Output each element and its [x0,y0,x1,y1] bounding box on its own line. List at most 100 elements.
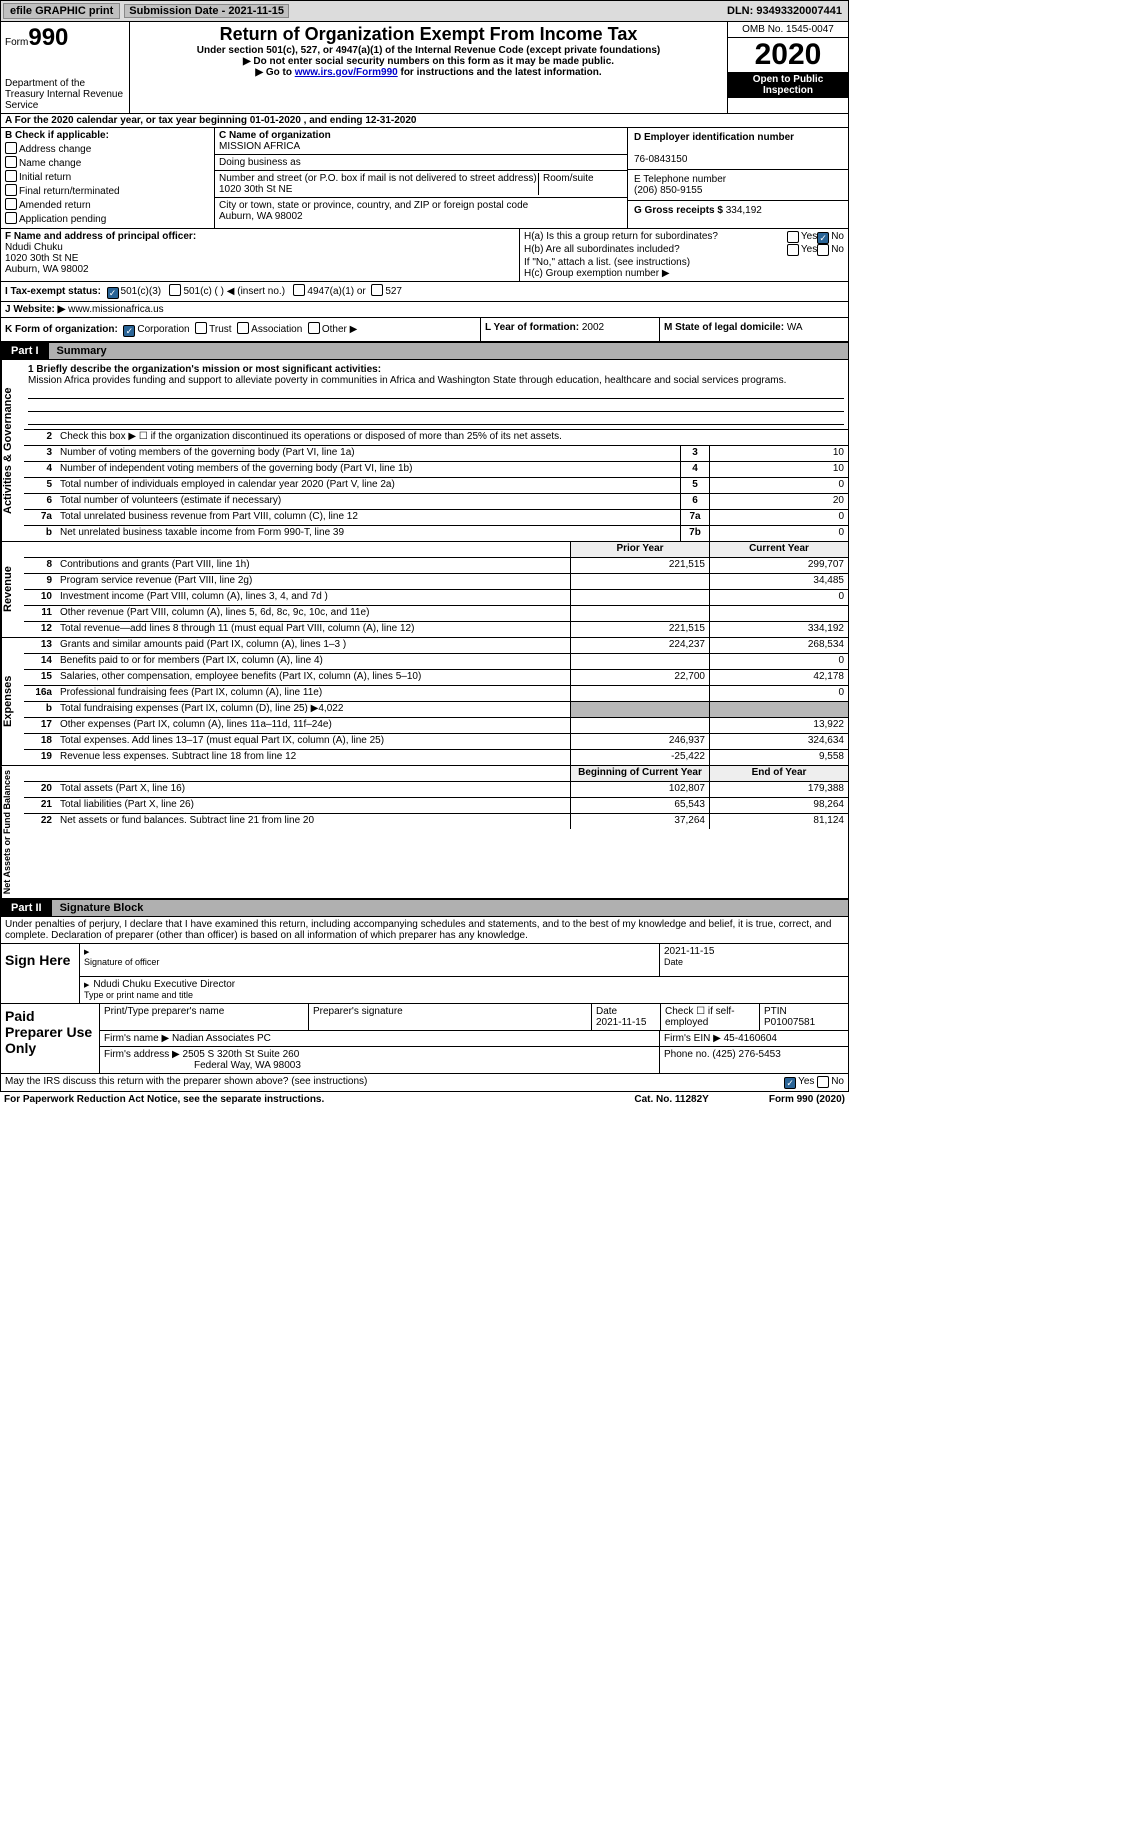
v4: 10 [709,462,848,477]
dln: DLN: 93493320007441 [721,5,848,17]
c21: 98,264 [709,798,848,813]
lbl-app-pending: Application pending [19,214,106,225]
line16b: Total fundraising expenses (Part IX, col… [56,702,570,717]
p19: -25,422 [570,750,709,765]
n4: 4 [24,462,56,477]
p22: 37,264 [570,814,709,829]
cb-501c[interactable] [169,286,183,297]
c19: 9,558 [709,750,848,765]
cb-name-change[interactable] [5,158,19,169]
n15: 15 [24,670,56,685]
form-subtitle-1: Under section 501(c), 527, or 4947(a)(1)… [136,45,721,56]
n11: 11 [24,606,56,621]
lbl-assoc: Association [251,324,302,335]
c6: 6 [680,494,709,509]
cb-4947[interactable] [293,286,307,297]
cb-527[interactable] [371,286,385,297]
cb-app-pending[interactable] [5,214,19,225]
p16a [570,686,709,701]
state-domicile: WA [787,322,803,333]
efile-print-button[interactable]: efile GRAPHIC print [3,3,120,19]
line4: Number of independent voting members of … [56,462,680,477]
c4: 4 [680,462,709,477]
hc-label: H(c) Group exemption number ▶ [524,268,844,279]
c17: 13,922 [709,718,848,733]
lbl-name-change: Name change [19,158,81,169]
part2-title: Signature Block [52,900,848,916]
m-label: M State of legal domicile: [664,322,784,333]
n19: 19 [24,750,56,765]
section-governance: Activities & Governance [1,360,24,541]
cb-amended[interactable] [5,200,19,211]
line13: Grants and similar amounts paid (Part IX… [56,638,570,653]
prep-sig-label: Preparer's signature [309,1004,592,1030]
c22: 81,124 [709,814,848,829]
org-name-label: C Name of organization [219,130,331,141]
n3: 3 [24,446,56,461]
n16a: 16a [24,686,56,701]
p9 [570,574,709,589]
irs-link[interactable]: www.irs.gov/Form990 [295,67,398,78]
line2: Check this box ▶ ☐ if the organization d… [56,430,848,445]
cb-discuss-yes[interactable] [784,1076,798,1089]
cb-hb-no[interactable] [817,244,831,257]
line8: Contributions and grants (Part VIII, lin… [56,558,570,573]
n6: 6 [24,494,56,509]
officer-label: F Name and address of principal officer: [5,231,196,242]
firm-addr-label: Firm's address ▶ [104,1049,180,1060]
dba-label: Doing business as [215,155,627,171]
tax-year: 2020 [728,38,848,72]
lbl-discuss-no: No [831,1076,844,1089]
n8: 8 [24,558,56,573]
cb-corp[interactable] [123,324,137,335]
section-expenses: Expenses [1,638,24,765]
line22: Net assets or fund balances. Subtract li… [56,814,570,829]
omb-number: OMB No. 1545-0047 [728,22,848,38]
h-note: If "No," attach a list. (see instruction… [524,257,844,268]
n20: 20 [24,782,56,797]
ptin-label: PTIN [764,1006,787,1017]
line17: Other expenses (Part IX, column (A), lin… [56,718,570,733]
n21: 21 [24,798,56,813]
hb-label: H(b) Are all subordinates included? [524,244,787,257]
c12: 334,192 [709,622,848,637]
cb-initial-return[interactable] [5,172,19,183]
lbl-yes-2: Yes [801,244,817,257]
cb-trust[interactable] [195,324,209,335]
lbl-address-change: Address change [19,144,91,155]
c15: 42,178 [709,670,848,685]
cb-ha-no[interactable] [817,231,831,244]
firm-addr: 2505 S 320th St Suite 260 [183,1049,300,1060]
cb-other[interactable] [308,324,322,335]
lbl-yes: Yes [801,231,817,244]
c5: 5 [680,478,709,493]
officer-name: Ndudi Chuku [5,242,63,253]
cb-discuss-no[interactable] [817,1076,831,1089]
form-title: Return of Organization Exempt From Incom… [136,24,721,45]
c7b: 7b [680,526,709,541]
part1-title: Summary [49,343,848,359]
c16a: 0 [709,686,848,701]
form-footer: Form 990 (2020) [769,1094,845,1105]
cb-501c3[interactable] [107,286,121,297]
firm-name-label: Firm's name ▶ [104,1033,169,1044]
room-label: Room/suite [538,173,623,195]
line20: Total assets (Part X, line 16) [56,782,570,797]
cb-address-change[interactable] [5,144,19,155]
p16b [570,702,709,717]
n16b: b [24,702,56,717]
self-employed-check: Check ☐ if self-employed [661,1004,760,1030]
lbl-501c: 501(c) ( ) ◀ (insert no.) [183,286,285,297]
n18: 18 [24,734,56,749]
cb-ha-yes[interactable] [787,231,801,244]
cb-final-return[interactable] [5,186,19,197]
addr-label: Number and street (or P.O. box if mail i… [219,173,537,184]
n22: 22 [24,814,56,829]
city: Auburn, WA 98002 [219,211,303,222]
lbl-no: No [831,231,844,244]
lbl-trust: Trust [209,324,231,335]
cb-hb-yes[interactable] [787,244,801,257]
c3: 3 [680,446,709,461]
cb-assoc[interactable] [237,324,251,335]
v6: 20 [709,494,848,509]
